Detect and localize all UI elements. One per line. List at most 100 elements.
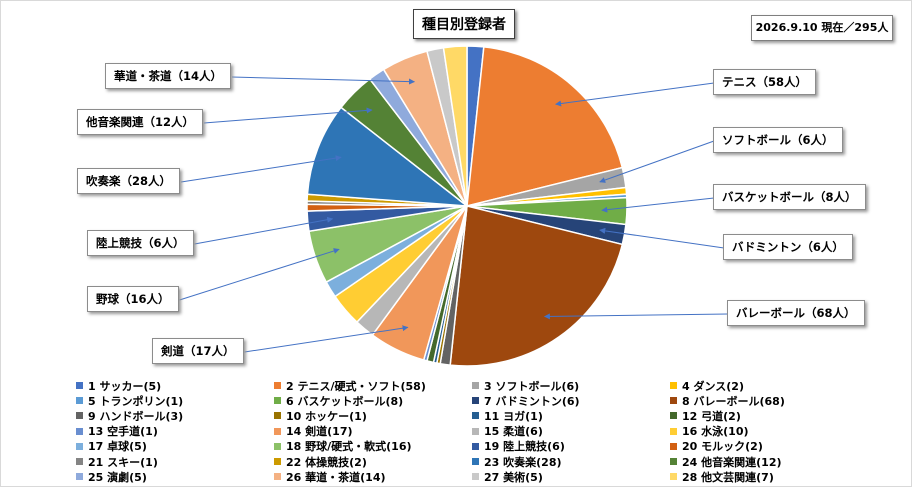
legend-swatch <box>472 473 479 481</box>
callout-other-music: 他音楽関連（12人） <box>77 109 204 135</box>
legend-item: 16 水泳(10) <box>670 424 868 439</box>
callout-leader-1 <box>231 76 415 85</box>
legend-item: 18 野球/硬式・軟式(16) <box>274 439 472 454</box>
legend-swatch <box>472 458 479 466</box>
legend-item: 28 他文芸関連(7) <box>670 469 868 484</box>
legend-item: 12 弓道(2) <box>670 408 868 423</box>
callout-badminton: バドミントン（6人） <box>723 234 853 260</box>
legend-label: 14 剣道(17) <box>286 425 353 439</box>
legend-item: 17 卓球(5) <box>76 439 274 454</box>
pie-slice-23 <box>306 106 470 207</box>
date-note: 2026.9.10 現在／295人 <box>751 15 893 41</box>
legend-swatch <box>76 412 83 420</box>
legend-label: 8 バレーボール(68) <box>682 394 785 408</box>
legend-item: 24 他音楽関連(12) <box>670 454 868 469</box>
legend-swatch <box>274 382 281 390</box>
legend-swatch <box>670 427 677 435</box>
legend-item: 25 演劇(5) <box>76 469 274 484</box>
legend-swatch <box>472 397 479 405</box>
legend-label: 23 吹奏楽(28) <box>484 455 562 469</box>
callout-leader-9 <box>601 197 715 213</box>
legend-item: 26 華道・茶道(14) <box>274 469 472 484</box>
legend-swatch <box>274 397 281 405</box>
callout-leader-10 <box>599 227 725 249</box>
legend-item: 9 ハンドボール(3) <box>76 408 274 423</box>
pie-slices <box>306 45 628 367</box>
legend-item: 13 空手道(1) <box>76 424 274 439</box>
chart-title: 種目別登録者 <box>413 9 515 39</box>
legend-label: 24 他音楽関連(12) <box>682 455 782 469</box>
legend-label: 28 他文芸関連(7) <box>682 470 774 484</box>
callout-kendo: 剣道（17人） <box>152 338 244 364</box>
callout-leader-8 <box>599 140 715 183</box>
legend-label: 16 水泳(10) <box>682 425 749 439</box>
legend-swatch <box>274 473 281 481</box>
legend-label: 2 テニス/硬式・ソフト(58) <box>286 379 426 393</box>
legend-label: 19 陸上競技(6) <box>484 440 565 454</box>
legend-item: 19 陸上競技(6) <box>472 439 670 454</box>
legend-label: 4 ダンス(2) <box>682 379 744 393</box>
legend-item: 23 吹奏楽(28) <box>472 454 670 469</box>
callout-leader-6 <box>244 325 409 353</box>
legend-label: 22 体操競技(2) <box>286 455 367 469</box>
legend-item: 7 バドミントン(6) <box>472 393 670 408</box>
pie-slice-2 <box>466 46 624 207</box>
legend-item: 22 体操競技(2) <box>274 454 472 469</box>
legend-swatch <box>670 458 677 466</box>
callout-track-field: 陸上競技（6人） <box>87 230 194 256</box>
legend-item: 6 バスケットボール(8) <box>274 393 472 408</box>
legend-swatch <box>76 458 83 466</box>
legend-swatch <box>670 397 677 405</box>
callout-volleyball: バレーボール（68人） <box>727 300 865 326</box>
legend-swatch <box>670 442 677 450</box>
callout-softball: ソフトボール（6人） <box>713 127 843 153</box>
legend-label: 13 空手道(1) <box>88 425 158 439</box>
legend-swatch <box>76 427 83 435</box>
legend-swatch <box>670 382 677 390</box>
legend-item: 20 モルック(2) <box>670 439 868 454</box>
legend-label: 26 華道・茶道(14) <box>286 470 386 484</box>
legend-label: 5 トランポリン(1) <box>88 394 184 408</box>
callout-leader-2 <box>203 107 373 124</box>
legend-swatch <box>274 427 281 435</box>
callout-brass-band: 吹奏楽（28人） <box>77 168 181 194</box>
legend-label: 9 ハンドボール(3) <box>88 409 184 423</box>
legend-label: 27 美術(5) <box>484 470 543 484</box>
legend-swatch <box>76 442 83 450</box>
legend-item: 10 ホッケー(1) <box>274 408 472 423</box>
pie-slice-8 <box>449 205 624 367</box>
legend-label: 12 弓道(2) <box>682 409 741 423</box>
legend-item: 5 トランポリン(1) <box>76 393 274 408</box>
callout-leader-4 <box>194 216 334 245</box>
legend-item: 3 ソフトボール(6) <box>472 378 670 393</box>
legend-item: 2 テニス/硬式・ソフト(58) <box>274 378 472 393</box>
legend-swatch <box>76 473 83 481</box>
legend-label: 20 モルック(2) <box>682 440 763 454</box>
legend-label: 21 スキー(1) <box>88 455 158 469</box>
legend-item: 14 剣道(17) <box>274 424 472 439</box>
callout-leader-7 <box>555 82 715 107</box>
legend-item: 21 スキー(1) <box>76 454 274 469</box>
legend-label: 17 卓球(5) <box>88 440 147 454</box>
legend-label: 3 ソフトボール(6) <box>484 379 580 393</box>
legend-label: 18 野球/硬式・軟式(16) <box>286 440 412 454</box>
legend-swatch <box>670 412 677 420</box>
legend-label: 11 ヨガ(1) <box>484 409 543 423</box>
callout-leader-3 <box>180 155 342 183</box>
legend: 1 サッカー(5) 2 テニス/硬式・ソフト(58) 3 ソフトボール(6) 4 ダン… <box>76 378 896 484</box>
legend-swatch <box>472 442 479 450</box>
legend-item: 4 ダンス(2) <box>670 378 868 393</box>
legend-item: 27 美術(5) <box>472 469 670 484</box>
legend-swatch <box>472 427 479 435</box>
legend-label: 15 柔道(6) <box>484 425 543 439</box>
legend-item: 15 柔道(6) <box>472 424 670 439</box>
legend-label: 1 サッカー(5) <box>88 379 162 393</box>
callout-tennis: テニス（58人） <box>713 69 817 95</box>
legend-swatch <box>274 412 281 420</box>
legend-swatch <box>274 442 281 450</box>
callout-leader-5 <box>179 248 340 301</box>
legend-label: 25 演劇(5) <box>88 470 147 484</box>
pie-slice-28 <box>442 45 468 207</box>
